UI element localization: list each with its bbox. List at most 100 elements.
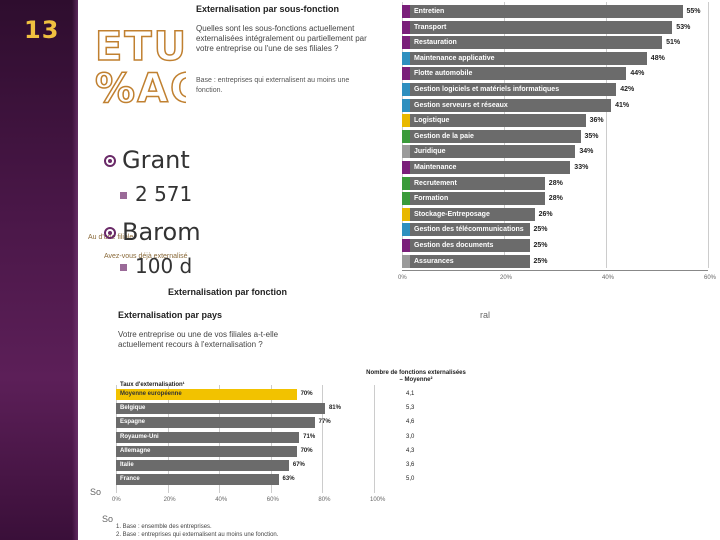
average-functions-value: 3,0 bbox=[406, 433, 415, 440]
category-swatch bbox=[402, 114, 410, 128]
value-label: 81% bbox=[328, 405, 341, 412]
bullet-2-sub-text: 100 d bbox=[135, 254, 193, 278]
category-swatch bbox=[402, 129, 410, 143]
bar: Stockage-Entreposage bbox=[402, 207, 535, 221]
x-tick-label: 20% bbox=[163, 497, 176, 503]
category-swatch bbox=[402, 36, 410, 50]
category-label: Italie bbox=[120, 462, 134, 468]
value-label: 25% bbox=[533, 226, 548, 234]
x-tick-label: 100% bbox=[370, 497, 386, 503]
category-label: Gestion logiciels et matériels informati… bbox=[414, 86, 560, 93]
value-label: 25% bbox=[533, 257, 548, 265]
bullet-1-sub-text: 2 571 bbox=[135, 182, 193, 206]
value-label: 55% bbox=[686, 8, 701, 15]
average-functions-value: 5,0 bbox=[406, 476, 415, 483]
footnote-1: 1. Base : ensemble des entreprises. bbox=[116, 524, 212, 530]
category-label: Moyenne européenne bbox=[120, 391, 182, 397]
category-swatch bbox=[402, 5, 410, 18]
category-swatch bbox=[402, 176, 410, 190]
category-label: Restauration bbox=[414, 39, 457, 47]
value-label: 51% bbox=[666, 39, 681, 47]
right-fragment: ral bbox=[480, 310, 491, 320]
bar: Maintenance applicative bbox=[402, 51, 647, 65]
category-swatch bbox=[402, 223, 410, 237]
bullet-marker-icon bbox=[104, 155, 116, 167]
value-label: 26% bbox=[538, 210, 553, 218]
value-label: 70% bbox=[300, 447, 313, 454]
bar: Espagne bbox=[116, 417, 315, 429]
category-swatch bbox=[402, 254, 410, 268]
functions-column-header: Nombre de fonctions externalisées – Moye… bbox=[366, 370, 466, 383]
country-chart: 0% 20% 40% 60% 80% 100% Moyenne européenne 70% 4… bbox=[108, 385, 468, 510]
average-functions-value: 5,3 bbox=[406, 405, 415, 412]
bullet-1: Grant bbox=[104, 146, 190, 174]
value-label: 33% bbox=[574, 164, 589, 171]
bullet-2-text: Barom bbox=[122, 218, 201, 246]
category-swatch bbox=[402, 207, 410, 221]
top-panel-heading: Externalisation par sous-fonction bbox=[196, 4, 340, 14]
average-functions-value: 4,1 bbox=[406, 391, 415, 397]
gridline bbox=[708, 2, 709, 268]
bar: Allemagne bbox=[116, 445, 297, 457]
average-functions-value: 3,6 bbox=[406, 462, 415, 468]
x-tick-label: 60% bbox=[704, 275, 717, 281]
x-tick-label: 0% bbox=[112, 497, 121, 503]
subfunction-chart: 0% 20% 40% 60% Entretien 55% Transport 53% Resta… bbox=[396, 0, 720, 290]
x-tick-label: 0% bbox=[398, 275, 407, 281]
category-swatch bbox=[402, 67, 410, 81]
category-label: Juridique bbox=[414, 148, 446, 156]
value-label: 28% bbox=[548, 195, 563, 203]
x-tick-label: 40% bbox=[602, 275, 615, 281]
category-label: Gestion des télécommunications bbox=[414, 226, 524, 234]
value-label: 63% bbox=[282, 476, 295, 483]
category-label: Belgique bbox=[120, 405, 146, 412]
category-label: Recrutement bbox=[414, 179, 457, 187]
category-label: Espagne bbox=[120, 419, 146, 426]
x-tick-label: 80% bbox=[318, 497, 331, 503]
bar: Italie bbox=[116, 460, 289, 471]
bar: Gestion logiciels et matériels informati… bbox=[402, 83, 617, 96]
category-label: Logistique bbox=[414, 117, 450, 125]
gridline bbox=[322, 385, 324, 493]
category-swatch bbox=[402, 239, 410, 252]
bar: Restauration bbox=[402, 36, 663, 50]
bar: France bbox=[116, 474, 279, 486]
top-panel-base-note: Base : entreprises qui externalisent au … bbox=[196, 77, 350, 94]
category-swatch bbox=[402, 51, 410, 65]
category-label: Maintenance applicative bbox=[414, 54, 495, 62]
bar: Formation bbox=[402, 192, 545, 206]
sub-bullet-marker-icon bbox=[120, 192, 127, 199]
category-label: Flotte automobile bbox=[414, 70, 473, 78]
bar: Gestion des télécommunications bbox=[402, 223, 530, 237]
value-label: 67% bbox=[292, 462, 305, 468]
top-panel: Externalisation par sous-fonction Quelle… bbox=[186, 0, 401, 120]
gridline bbox=[374, 385, 375, 493]
value-label: 41% bbox=[615, 101, 630, 109]
category-label: Gestion serveurs et réseaux bbox=[414, 101, 508, 109]
value-label: 36% bbox=[589, 117, 604, 125]
bottom-header-text: Externalisation par fonction bbox=[168, 287, 288, 297]
value-label: 71% bbox=[303, 433, 316, 440]
bottom-header: Externalisation par fonction bbox=[160, 284, 320, 300]
value-label: 35% bbox=[584, 132, 599, 140]
bar: Transport bbox=[402, 20, 673, 34]
bullet-1-text: Grant bbox=[122, 146, 190, 174]
x-axis bbox=[402, 270, 708, 271]
category-label: Gestion des documents bbox=[414, 242, 494, 249]
average-functions-value: 4,3 bbox=[406, 447, 415, 454]
value-label: 34% bbox=[579, 148, 594, 156]
x-tick-label: 40% bbox=[215, 497, 228, 503]
slide-number: 13 bbox=[24, 16, 60, 44]
bullet-2-sub: 100 d bbox=[120, 254, 192, 278]
bar: Maintenance bbox=[402, 161, 571, 174]
value-label: 42% bbox=[620, 86, 635, 93]
bar: Logistique bbox=[402, 114, 586, 128]
x-tick-label: 60% bbox=[266, 497, 279, 503]
value-label: 70% bbox=[300, 391, 313, 397]
category-label: Entretien bbox=[414, 8, 445, 15]
bar: Entretien bbox=[402, 5, 683, 18]
value-label: 77% bbox=[318, 419, 331, 426]
value-label: 53% bbox=[676, 23, 691, 31]
bar: Gestion de la paie bbox=[402, 129, 581, 143]
rate-column-header: Taux d'externalisation¹ bbox=[120, 382, 185, 388]
